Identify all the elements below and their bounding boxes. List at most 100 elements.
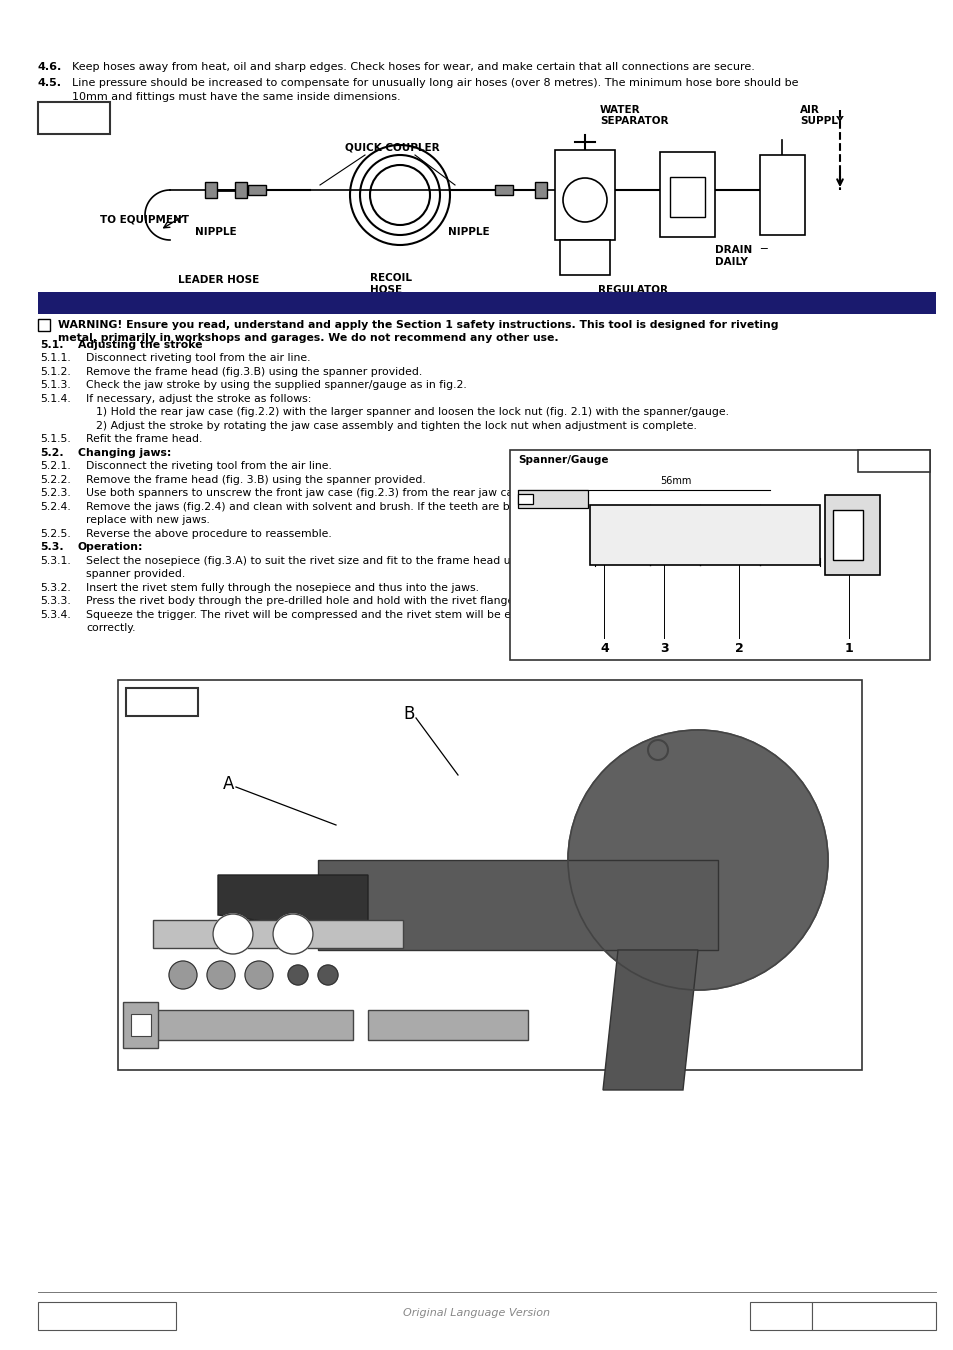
Bar	[131, 1014, 151, 1035]
Text: LEADER HOSE: LEADER HOSE	[178, 275, 259, 285]
Text: 5.1.1.: 5.1.1.	[40, 354, 71, 363]
Text: Refit the frame head.: Refit the frame head.	[86, 435, 202, 444]
Text: A: A	[223, 775, 234, 792]
Text: 5.2.1.: 5.2.1.	[40, 462, 71, 471]
Text: HOSE: HOSE	[370, 285, 402, 296]
Circle shape	[213, 914, 253, 954]
Text: 2) Adjust the stroke by rotating the jaw case assembly and tighten the lock nut : 2) Adjust the stroke by rotating the jaw…	[96, 421, 696, 431]
Text: 14: 14	[422, 1018, 436, 1027]
Text: © Jack Sealey Limited: © Jack Sealey Limited	[44, 1308, 159, 1318]
Text: 5.1.: 5.1.	[40, 340, 64, 350]
Text: Disconnect the riveting tool from the air line.: Disconnect the riveting tool from the ai…	[86, 462, 332, 471]
Text: SA38.V2: SA38.V2	[753, 1308, 798, 1318]
Text: 1) Hold the rear jaw case (fig.2.2) with the larger spanner and loosen the lock : 1) Hold the rear jaw case (fig.2.2) with…	[96, 408, 728, 417]
Bar	[152, 919, 402, 948]
Bar	[38, 1301, 175, 1330]
Text: Line pressure should be increased to compensate for unusually long air hoses (ov: Line pressure should be increased to com…	[71, 78, 798, 88]
Text: AIR: AIR	[800, 105, 819, 115]
Text: fig.1: fig.1	[46, 107, 85, 122]
Text: 24    14: 24 14	[193, 936, 227, 945]
Bar	[38, 319, 50, 331]
Text: 17: 17	[223, 1018, 236, 1027]
Text: 5.1.4.: 5.1.4.	[40, 394, 71, 404]
Text: Issue: 2 - 07/11/14: Issue: 2 - 07/11/14	[815, 1308, 912, 1318]
Circle shape	[567, 730, 827, 990]
Circle shape	[317, 965, 337, 986]
Text: Squeeze the trigger. The rivet will be compressed and the rivet stem will be eje: Squeeze the trigger. The rivet will be c…	[86, 610, 800, 620]
Bar	[510, 450, 929, 660]
Text: 4: 4	[599, 643, 608, 655]
Text: B: B	[402, 705, 414, 724]
Text: DAILY: DAILY	[714, 256, 747, 267]
Text: 10mm and fittings must have the same inside dimensions.: 10mm and fittings must have the same ins…	[71, 92, 400, 103]
Text: spanner provided.: spanner provided.	[86, 570, 185, 579]
Text: Disconnect riveting tool from the air line.: Disconnect riveting tool from the air li…	[86, 354, 310, 363]
Bar	[152, 1010, 353, 1040]
Text: REGULATOR: REGULATOR	[598, 285, 667, 296]
Text: TO EQUIPMENT: TO EQUIPMENT	[100, 215, 189, 225]
Text: NIPPLE: NIPPLE	[194, 227, 236, 238]
Text: 5.2.2.: 5.2.2.	[40, 475, 71, 485]
Text: Select the nosepiece (fig.3.A) to suit the rivet size and fit to the frame head : Select the nosepiece (fig.3.A) to suit t…	[86, 556, 554, 566]
Text: 5.2.5.: 5.2.5.	[40, 529, 71, 539]
Text: fig.3: fig.3	[132, 693, 170, 707]
Bar	[118, 680, 862, 1071]
Text: Keep hoses away from heat, oil and sharp edges. Check hoses for wear, and make c: Keep hoses away from heat, oil and sharp…	[71, 62, 754, 72]
Polygon shape	[218, 875, 368, 936]
Bar	[535, 182, 546, 198]
Text: 5.3.1.: 5.3.1.	[40, 556, 71, 566]
Text: 5.  OPERATION: 5. OPERATION	[46, 296, 155, 309]
Text: WARNING! Ensure you read, understand and apply the Section 1 safety instructions: WARNING! Ensure you read, understand and…	[58, 320, 778, 329]
Circle shape	[245, 961, 273, 990]
Bar	[589, 505, 820, 566]
Text: 5.3.: 5.3.	[40, 543, 64, 552]
Text: 5.2.: 5.2.	[40, 448, 64, 458]
Text: ─: ─	[760, 243, 766, 252]
Text: Adjusting the stroke: Adjusting the stroke	[78, 340, 202, 350]
Bar	[749, 1301, 811, 1330]
Text: Original Language Version: Original Language Version	[403, 1308, 550, 1318]
Text: 4.5.: 4.5.	[38, 78, 62, 88]
Text: metal, primarily in workshops and garages. We do not recommend any other use.: metal, primarily in workshops and garage…	[58, 333, 558, 343]
Bar	[517, 490, 587, 508]
Text: correctly.: correctly.	[86, 624, 135, 633]
Bar	[832, 510, 862, 560]
Bar	[824, 495, 879, 575]
Text: 4.6.: 4.6.	[38, 62, 62, 72]
Bar	[760, 155, 804, 235]
Text: 3: 3	[659, 643, 668, 655]
Text: RECOIL: RECOIL	[370, 273, 412, 284]
Text: 1: 1	[844, 643, 853, 655]
Bar	[368, 1010, 527, 1040]
Bar	[559, 240, 609, 275]
Text: 72mm: 72mm	[163, 926, 192, 936]
Polygon shape	[602, 950, 698, 1089]
Text: Operation:: Operation:	[78, 543, 143, 552]
Bar	[659, 153, 714, 238]
Circle shape	[288, 965, 308, 986]
Text: If necessary, adjust the stroke as follows:: If necessary, adjust the stroke as follo…	[86, 394, 311, 404]
Text: Remove the frame head (fig. 3.B) using the spanner provided.: Remove the frame head (fig. 3.B) using t…	[86, 475, 425, 485]
Text: fig.2: fig.2	[863, 454, 898, 467]
Text: 5.3.4.: 5.3.4.	[40, 610, 71, 620]
Text: 5.3.3.: 5.3.3.	[40, 597, 71, 606]
Text: Check the jaw stroke by using the supplied spanner/gauge as in fig.2.: Check the jaw stroke by using the suppli…	[86, 381, 466, 390]
Text: 12    19: 12 19	[308, 926, 342, 936]
Text: SUPPLY: SUPPLY	[800, 116, 842, 126]
Text: Changing jaws:: Changing jaws:	[78, 448, 172, 458]
Text: Reverse the above procedure to reassemble.: Reverse the above procedure to reassembl…	[86, 529, 332, 539]
Text: 5.1.3.: 5.1.3.	[40, 381, 71, 390]
Bar	[205, 182, 216, 198]
Text: OILER: OILER	[555, 230, 589, 240]
Text: 5.2.3.: 5.2.3.	[40, 489, 71, 498]
Bar	[123, 1002, 158, 1048]
Text: replace with new jaws.: replace with new jaws.	[86, 516, 210, 525]
Text: 56mm: 56mm	[659, 477, 691, 486]
Text: 5.2.4.: 5.2.4.	[40, 502, 71, 512]
Bar	[248, 185, 266, 194]
Text: Insert the rivet stem fully through the nosepiece and thus into the jaws.: Insert the rivet stem fully through the …	[86, 583, 478, 593]
Bar	[517, 494, 533, 504]
Bar	[811, 1301, 935, 1330]
Text: Spanner/Gauge: Spanner/Gauge	[517, 455, 608, 464]
Circle shape	[207, 961, 234, 990]
